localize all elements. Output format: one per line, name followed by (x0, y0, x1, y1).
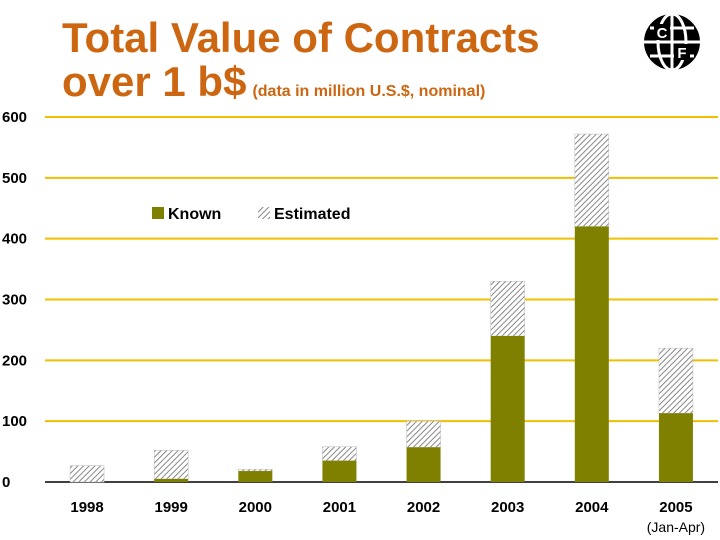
bar-known-2002 (406, 447, 441, 482)
chart-subtitle: (data in million U.S.$, nominal) (252, 83, 486, 101)
legend-label-known: Known (168, 206, 221, 223)
legend-label-estimated: Estimated (274, 206, 350, 223)
x-tick-label: 2000 (239, 499, 272, 516)
y-tick-label: 100 (2, 413, 27, 430)
y-tick-label: 400 (2, 231, 27, 248)
x-tick-label: 2005 (659, 499, 692, 516)
legend-swatch-estimated (258, 207, 270, 219)
y-tick-label: 0 (2, 474, 10, 491)
bar-known-2003 (490, 336, 525, 482)
bar-known-2005 (658, 413, 693, 482)
x-tick-label: 1998 (70, 499, 103, 516)
bar-estimated-2002 (406, 420, 441, 448)
bar-known-2001 (322, 460, 357, 482)
bar-known-2000 (238, 471, 273, 482)
bar-estimated-2000 (238, 468, 273, 472)
bar-estimated-2003 (490, 281, 525, 337)
logo-letter-c: C (657, 25, 668, 42)
bar-estimated-2005 (658, 347, 694, 414)
x-tick-label: 2001 (323, 499, 356, 516)
bar-estimated-2001 (322, 446, 357, 461)
legend-swatch-known (152, 207, 164, 219)
bar-estimated-2004 (574, 133, 610, 227)
logo-letter-f: F (677, 45, 686, 62)
x-tick-label: 2002 (407, 499, 440, 516)
bar-estimated-1999 (153, 450, 189, 480)
chart-title-line-2: over 1 b$ (62, 58, 247, 106)
y-tick-label: 200 (2, 352, 27, 369)
y-tick-label: 500 (2, 170, 27, 187)
x-tick-label: 1999 (155, 499, 188, 516)
bar-estimated-1998 (69, 465, 105, 483)
x-tick-sublabel: (Jan-Apr) (647, 519, 705, 535)
y-tick-label: 300 (2, 292, 27, 309)
bar-known-2004 (574, 226, 609, 482)
chart-title: Total Value of Contracts over 1 b$ (data … (62, 14, 540, 106)
bar-known-1999 (154, 478, 189, 482)
x-tick-label: 2004 (575, 499, 609, 516)
y-tick-label: 600 (2, 109, 27, 126)
x-tick-label: 2003 (491, 499, 524, 516)
cf-globe-logo-icon: C F (640, 10, 704, 74)
chart-title-line-1: Total Value of Contracts (62, 14, 540, 61)
